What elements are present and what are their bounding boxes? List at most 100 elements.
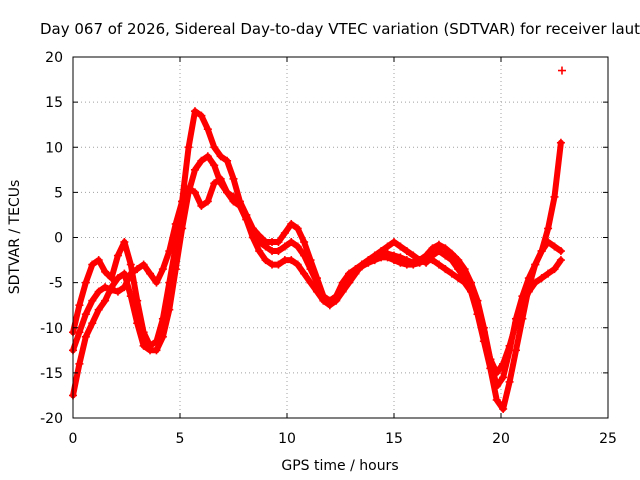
data-point — [338, 283, 347, 292]
data-point — [139, 260, 148, 269]
data-point — [499, 404, 508, 413]
data-point — [319, 296, 328, 305]
data-point — [473, 296, 482, 305]
x-tick-label: 10 — [278, 431, 296, 447]
data-point — [345, 274, 354, 283]
data-point — [171, 265, 180, 274]
data-point — [287, 256, 296, 265]
data-point — [133, 319, 142, 328]
data-point — [524, 287, 533, 296]
data-point — [556, 247, 565, 256]
data-point — [133, 265, 142, 274]
data-point — [255, 238, 264, 247]
data-point — [300, 269, 309, 278]
data-point — [94, 256, 103, 265]
data-point — [467, 287, 476, 296]
data-point — [280, 228, 289, 237]
data-point — [223, 156, 232, 165]
data-point — [287, 238, 296, 247]
data-point — [499, 359, 508, 368]
y-tick-label: -5 — [49, 276, 63, 292]
data-point — [88, 319, 97, 328]
data-point — [312, 287, 321, 296]
data-point — [409, 251, 418, 260]
data-point — [505, 341, 514, 350]
data-point — [75, 328, 84, 337]
data-point — [81, 332, 90, 341]
data-point — [479, 328, 488, 337]
data-point — [197, 111, 206, 120]
data-point — [287, 219, 296, 228]
grid-lines — [73, 57, 608, 418]
data-point — [441, 251, 450, 260]
data-point — [486, 364, 495, 373]
data-point — [133, 296, 142, 305]
data-point — [300, 238, 309, 247]
data-point — [306, 256, 315, 265]
data-point — [88, 260, 97, 269]
data-point — [248, 233, 257, 242]
data-point — [556, 138, 565, 147]
y-axis-label: SDTVAR / TECUs — [7, 180, 23, 295]
data-point — [190, 165, 199, 174]
y-tick-label: 5 — [54, 185, 63, 201]
data-point — [351, 267, 360, 276]
data-point — [75, 359, 84, 368]
x-tick-label: 15 — [385, 431, 403, 447]
data-point — [550, 192, 559, 201]
data-point — [255, 247, 264, 256]
data-point — [88, 296, 97, 305]
y-tick-label: 15 — [45, 95, 63, 111]
data-point — [274, 247, 283, 256]
data-point — [370, 256, 379, 265]
data-point — [537, 247, 546, 256]
data-point — [81, 278, 90, 287]
data-point — [531, 278, 540, 287]
data-point — [229, 174, 238, 183]
data-point — [113, 287, 122, 296]
data-point — [184, 188, 193, 197]
data-point — [152, 278, 161, 287]
data-point — [486, 355, 495, 364]
data-point — [94, 287, 103, 296]
data-point — [293, 260, 302, 269]
data-point — [75, 301, 84, 310]
data-point — [261, 242, 270, 251]
data-traces — [70, 108, 564, 412]
y-tick-label: 20 — [45, 50, 63, 66]
data-point — [165, 247, 174, 256]
data-point — [383, 253, 392, 262]
data-point — [300, 251, 309, 260]
data-point — [396, 242, 405, 251]
data-point — [306, 278, 315, 287]
y-tick-label: 0 — [54, 231, 63, 247]
data-point — [492, 368, 501, 377]
data-point — [428, 256, 437, 265]
data-point — [325, 301, 334, 310]
data-point — [235, 201, 244, 210]
data-point — [107, 283, 116, 292]
data-point — [171, 242, 180, 251]
data-point — [505, 377, 514, 386]
data-point — [184, 143, 193, 152]
data-point — [332, 292, 341, 301]
data-point — [120, 283, 129, 292]
data-point — [261, 256, 270, 265]
data-point — [447, 256, 456, 265]
data-point — [171, 219, 180, 228]
data-point — [306, 265, 315, 274]
data-point — [518, 301, 527, 310]
data-point — [447, 269, 456, 278]
data-point — [402, 247, 411, 256]
y-tick-label: -15 — [40, 366, 63, 382]
data-point — [101, 267, 110, 276]
data-point — [101, 296, 110, 305]
data-point — [415, 258, 424, 267]
data-point — [165, 305, 174, 314]
data-point — [229, 192, 238, 201]
data-point — [492, 382, 501, 391]
chart-title: Day 067 of 2026, Sidereal Day-to-day VTE… — [40, 20, 640, 38]
y-tick-label: -10 — [40, 321, 63, 337]
data-point — [280, 242, 289, 251]
